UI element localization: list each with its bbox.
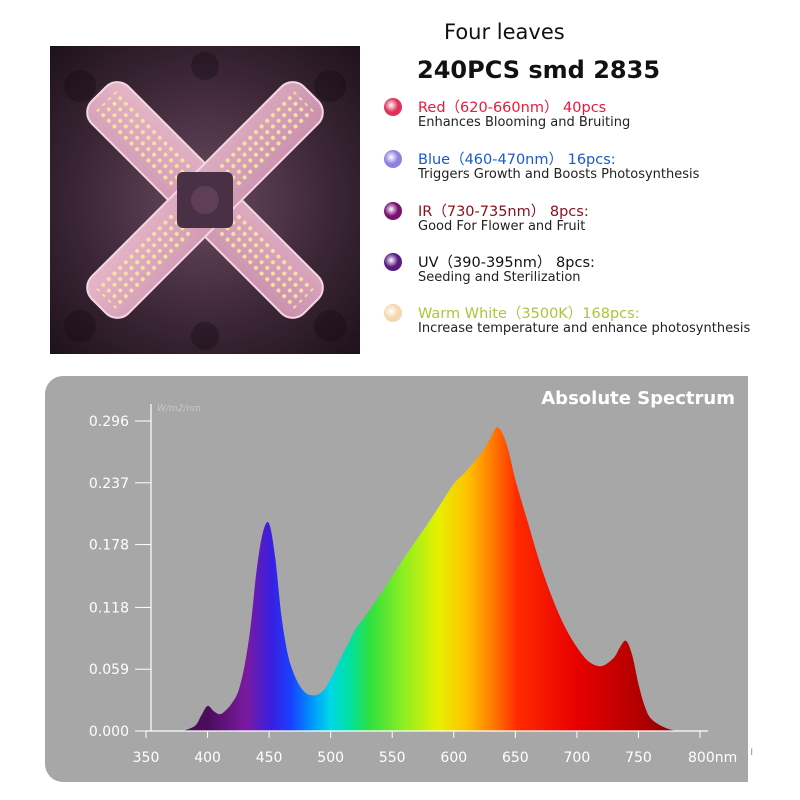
edge-glyph: ı — [750, 744, 754, 758]
spectrum-series-area — [182, 427, 676, 731]
y-tick-label: 0.118 — [89, 600, 129, 616]
blue-led-icon — [384, 150, 402, 168]
legend-item-name: Blue（460-470nm） 16pcs: — [418, 152, 616, 168]
x-tick-label: 450 — [256, 750, 283, 766]
grow-light-image — [50, 46, 360, 354]
legend-item-description: Seeding and Sterilization — [418, 270, 581, 285]
spectrum-chart: Absolute Spectrum W/m2/nm 0.000 0.059 0.11… — [89, 388, 737, 766]
uv-led-icon — [384, 253, 402, 271]
legend-item-name: Red（620-660nm） 40pcs — [418, 100, 607, 116]
chart-title: Absolute Spectrum — [541, 388, 735, 409]
red-led-icon — [384, 98, 402, 116]
legend-item-name: Warm White（3500K）168pcs: — [418, 306, 640, 322]
x-tick-label: 350 — [133, 750, 160, 766]
legend-item-description: Good For Flower and Fruit — [418, 219, 586, 234]
legend-item-description: Increase temperature and enhance photosy… — [418, 321, 751, 336]
warm-white-led-icon — [384, 304, 402, 322]
x-tick-label: 700 — [564, 750, 591, 766]
legend-item-description: Triggers Growth and Boosts Photosynthesi… — [418, 167, 700, 182]
x-tick-label: 550 — [379, 750, 406, 766]
x-tick-label: 650 — [502, 750, 529, 766]
x-tick-label: 750 — [625, 750, 652, 766]
product-subtitle: Four leaves — [444, 20, 565, 44]
y-tick-label: 0.296 — [89, 414, 129, 430]
ir-led-icon — [384, 202, 402, 220]
legend-item-description: Enhances Blooming and Bruiting — [418, 115, 631, 130]
x-tick-label: 800nm — [688, 750, 737, 766]
product-title: 240PCS smd 2835 — [417, 56, 661, 84]
y-tick-label: 0.059 — [89, 662, 129, 678]
y-tick-label: 0.237 — [89, 476, 129, 492]
x-tick-label: 400 — [194, 750, 221, 766]
y-tick-label: 0.000 — [89, 724, 129, 740]
spectrum-chart-panel: Absolute Spectrum W/m2/nm 0.000 0.059 0.11… — [45, 376, 748, 782]
x-tick-label: 600 — [440, 750, 467, 766]
legend-item-name: IR（730-735nm） 8pcs: — [418, 204, 589, 220]
x-tick-label: 500 — [317, 750, 344, 766]
y-tick-label: 0.178 — [89, 538, 129, 554]
legend-item-name: UV（390-395nm） 8pcs: — [418, 255, 595, 271]
y-axis-unit-label: W/m2/nm — [157, 404, 201, 414]
product-photo — [50, 46, 360, 354]
